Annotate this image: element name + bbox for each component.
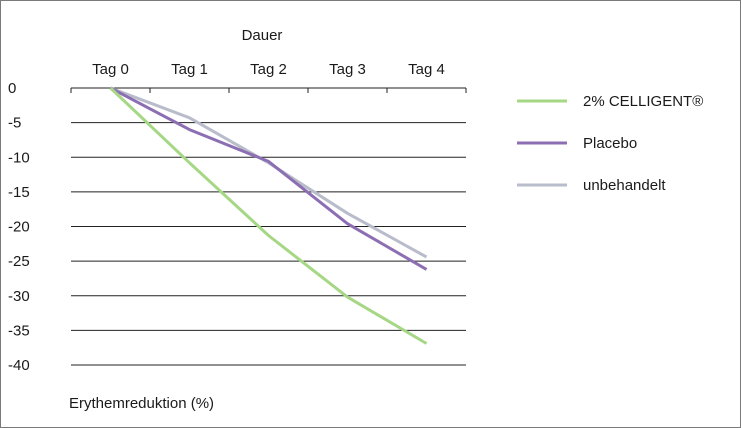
x-tick-label: Tag 3 (329, 61, 366, 78)
x-tick-label: Tag 1 (171, 61, 208, 78)
x-tick-label: Tag 4 (408, 61, 445, 78)
legend-label: 2% CELLIGENT® (583, 93, 703, 110)
y-tick-label: -40 (8, 357, 30, 374)
series-line (109, 86, 428, 345)
series-line (109, 86, 428, 271)
y-tick-label: -20 (8, 219, 30, 236)
x-tick-label: Tag 0 (92, 61, 129, 78)
y-tick-labels: 0 -5 -10 -15 -20 -25 -30 -35 -40 (8, 80, 30, 374)
y-tick-label: -15 (8, 184, 30, 201)
legend-label: Placebo (583, 135, 637, 152)
x-tick-label: Tag 2 (250, 61, 287, 78)
y-tick-label: -30 (8, 288, 30, 305)
series-lines (109, 86, 428, 345)
y-tick-label: -25 (8, 253, 30, 270)
legend-label: unbehandelt (583, 177, 666, 194)
x-axis: Tag 0 Tag 1 Tag 2 Tag 3 Tag 4 (70, 61, 467, 93)
y-tick-label: -35 (8, 322, 30, 339)
y-axis-title: Erythemreduktion (%) (69, 395, 214, 412)
y-tick-label: -5 (8, 115, 21, 132)
y-tick-label: -10 (8, 149, 30, 166)
y-tick-label: 0 (8, 80, 16, 97)
x-axis-title: Dauer (242, 27, 283, 44)
grid-lines (71, 122, 466, 366)
legend: 2% CELLIGENT® Placebo unbehandelt (517, 93, 703, 194)
